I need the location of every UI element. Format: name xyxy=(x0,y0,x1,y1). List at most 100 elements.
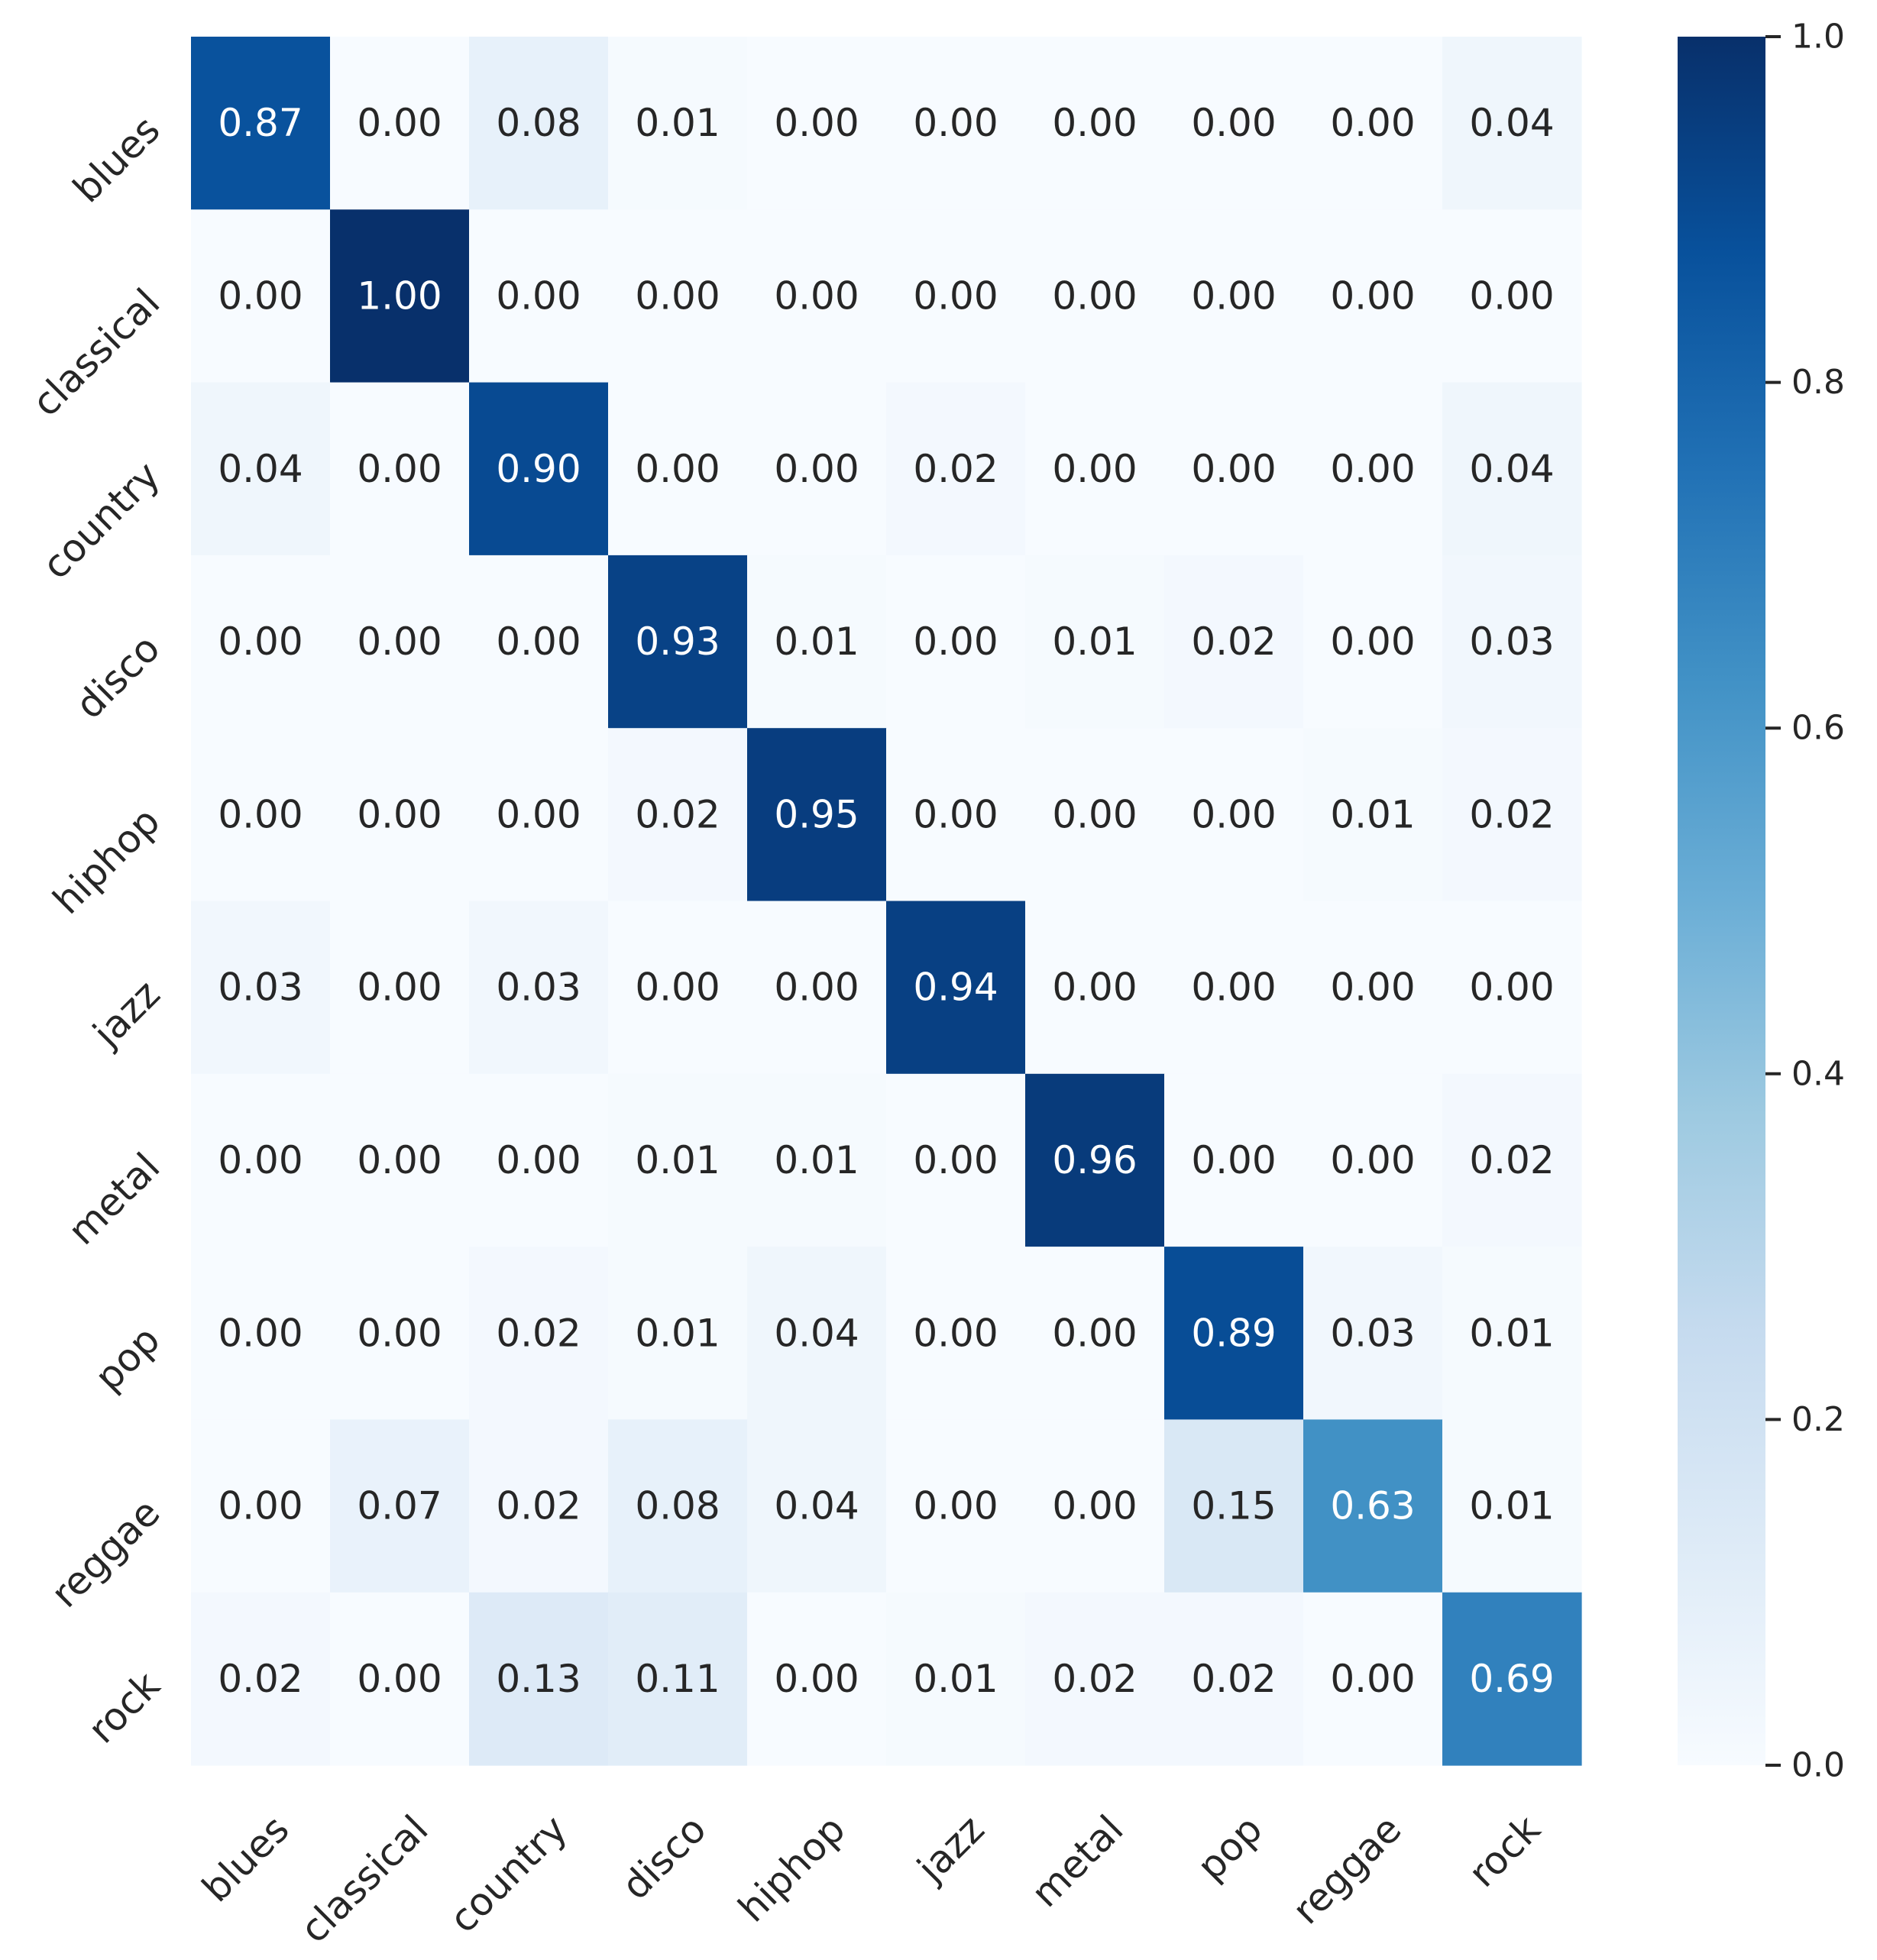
x-tick-label-rock: rock xyxy=(1460,1806,1549,1895)
cell-value-rock-rock: 0.69 xyxy=(1469,1657,1554,1701)
cell-value-jazz-classical: 0.00 xyxy=(357,965,442,1010)
heatmap-cell-rock-classical xyxy=(330,1592,470,1766)
x-tick-label-pop: pop xyxy=(1189,1806,1271,1889)
x-tick-label-reggae: reggae xyxy=(1284,1806,1410,1933)
cell-value-pop-classical: 0.00 xyxy=(357,1311,442,1355)
y-axis-tick-labels: blues classical country disco hiphop jazz meta… xyxy=(24,108,169,1752)
y-tick-label-classical: classical xyxy=(24,280,169,425)
cell-value-jazz-country: 0.03 xyxy=(496,965,581,1010)
heatmap-cell-reggae-jazz xyxy=(886,1419,1026,1593)
cell-value-hiphop-country: 0.00 xyxy=(496,792,581,836)
cell-value-classical-country: 0.00 xyxy=(496,273,581,318)
heatmap-cell-metal-metal xyxy=(1025,1073,1165,1247)
heatmap-cell-metal-pop xyxy=(1164,1073,1304,1247)
cell-value-classical-reggae: 0.00 xyxy=(1330,273,1415,318)
heatmap-cell-disco-classical xyxy=(330,555,470,729)
heatmap-cell-blues-pop xyxy=(1164,37,1304,210)
heatmap-cell-rock-pop xyxy=(1164,1592,1304,1766)
heatmap-cell-disco-hiphop xyxy=(747,555,887,729)
cell-value-classical-metal: 0.00 xyxy=(1052,273,1137,318)
cell-value-metal-rock: 0.02 xyxy=(1469,1138,1554,1182)
heatmap-cell-disco-reggae xyxy=(1303,555,1443,729)
cell-value-metal-jazz: 0.00 xyxy=(913,1138,998,1182)
cell-value-metal-country: 0.00 xyxy=(496,1138,581,1182)
heatmap-cell-disco-country xyxy=(469,555,609,729)
cell-value-rock-disco: 0.11 xyxy=(635,1657,720,1701)
heatmap-cell-classical-disco xyxy=(608,209,748,383)
heatmap-cell-metal-reggae xyxy=(1303,1073,1443,1247)
colorbar-tick-label-0.4: 0.4 xyxy=(1791,1054,1845,1093)
cell-value-classical-pop: 0.00 xyxy=(1191,273,1276,318)
heatmap-cell-country-rock xyxy=(1442,382,1582,556)
cell-value-reggae-classical: 0.07 xyxy=(357,1484,442,1528)
cell-value-pop-disco: 0.01 xyxy=(635,1311,720,1355)
cell-value-hiphop-hiphop: 0.95 xyxy=(774,792,859,836)
cell-value-reggae-disco: 0.08 xyxy=(635,1484,720,1528)
cell-value-pop-blues: 0.00 xyxy=(218,1311,303,1355)
cell-value-metal-disco: 0.01 xyxy=(635,1138,720,1182)
cell-value-blues-jazz: 0.00 xyxy=(913,101,998,145)
cell-value-rock-pop: 0.02 xyxy=(1191,1657,1276,1701)
heatmap-cell-pop-metal xyxy=(1025,1247,1165,1420)
heatmap-cell-metal-blues xyxy=(191,1073,331,1247)
heatmap-cell-hiphop-classical xyxy=(330,728,470,902)
heatmap-cell-jazz-reggae xyxy=(1303,901,1443,1075)
heatmap-cell-hiphop-jazz xyxy=(886,728,1026,902)
cell-value-jazz-pop: 0.00 xyxy=(1191,965,1276,1010)
heatmap-cell-blues-rock xyxy=(1442,37,1582,210)
cell-value-disco-country: 0.00 xyxy=(496,619,581,664)
heatmap-cell-country-pop xyxy=(1164,382,1304,556)
x-tick-label-metal: metal xyxy=(1023,1806,1132,1916)
cell-value-hiphop-metal: 0.00 xyxy=(1052,792,1137,836)
heatmap-cell-rock-country xyxy=(469,1592,609,1766)
heatmap-cell-rock-disco xyxy=(608,1592,748,1766)
heatmap-cell-disco-blues xyxy=(191,555,331,729)
cell-value-disco-disco: 0.93 xyxy=(635,619,720,664)
heatmap-cell-hiphop-disco xyxy=(608,728,748,902)
heatmap-cell-blues-classical xyxy=(330,37,470,210)
heatmap-cells xyxy=(191,37,1582,1766)
cell-value-blues-pop: 0.00 xyxy=(1191,101,1276,145)
heatmap-cell-blues-reggae xyxy=(1303,37,1443,210)
heatmap-cell-pop-disco xyxy=(608,1247,748,1420)
heatmap-cell-disco-rock xyxy=(1442,555,1582,729)
heatmap-cell-pop-country xyxy=(469,1247,609,1420)
heatmap-cell-classical-reggae xyxy=(1303,209,1443,383)
heatmap-cell-disco-jazz xyxy=(886,555,1026,729)
heatmap-cell-metal-hiphop xyxy=(747,1073,887,1247)
heatmap-cell-rock-reggae xyxy=(1303,1592,1443,1766)
cell-value-pop-hiphop: 0.04 xyxy=(774,1311,859,1355)
cell-value-reggae-metal: 0.00 xyxy=(1052,1484,1137,1528)
heatmap-cell-metal-country xyxy=(469,1073,609,1247)
cell-value-hiphop-rock: 0.02 xyxy=(1469,792,1554,836)
heatmap-cell-hiphop-metal xyxy=(1025,728,1165,902)
cell-value-country-disco: 0.00 xyxy=(635,447,720,491)
cell-value-reggae-blues: 0.00 xyxy=(218,1484,303,1528)
cell-value-country-hiphop: 0.00 xyxy=(774,447,859,491)
cell-value-rock-metal: 0.02 xyxy=(1052,1657,1137,1701)
y-tick-label-hiphop: hiphop xyxy=(44,799,168,923)
cell-value-hiphop-classical: 0.00 xyxy=(357,792,442,836)
cell-value-classical-classical: 1.00 xyxy=(357,273,442,318)
heatmap-cell-country-hiphop xyxy=(747,382,887,556)
heatmap-cell-pop-blues xyxy=(191,1247,331,1420)
x-tick-label-disco: disco xyxy=(613,1806,715,1908)
cell-value-reggae-country: 0.02 xyxy=(496,1484,581,1528)
heatmap-cell-pop-jazz xyxy=(886,1247,1026,1420)
heatmap-annotations: 0.87 0.00 0.08 0.01 0.00 0.00 0.00 0.00 0.00 0.04… xyxy=(218,101,1554,1701)
cell-value-hiphop-jazz: 0.00 xyxy=(913,792,998,836)
cell-value-metal-metal: 0.96 xyxy=(1052,1138,1137,1182)
cell-value-pop-reggae: 0.03 xyxy=(1330,1311,1415,1355)
cell-value-disco-classical: 0.00 xyxy=(357,619,442,664)
heatmap-cell-jazz-pop xyxy=(1164,901,1304,1075)
heatmap-cell-country-classical xyxy=(330,382,470,556)
colorbar-gradient xyxy=(1678,37,1765,1765)
cell-value-pop-rock: 0.01 xyxy=(1469,1311,1554,1355)
heatmap-cell-jazz-classical xyxy=(330,901,470,1075)
heatmap-cell-classical-rock xyxy=(1442,209,1582,383)
heatmap-cell-jazz-jazz xyxy=(886,901,1026,1075)
heatmap-cell-jazz-country xyxy=(469,901,609,1075)
y-tick-label-disco: disco xyxy=(67,626,169,728)
heatmap-cell-pop-classical xyxy=(330,1247,470,1420)
